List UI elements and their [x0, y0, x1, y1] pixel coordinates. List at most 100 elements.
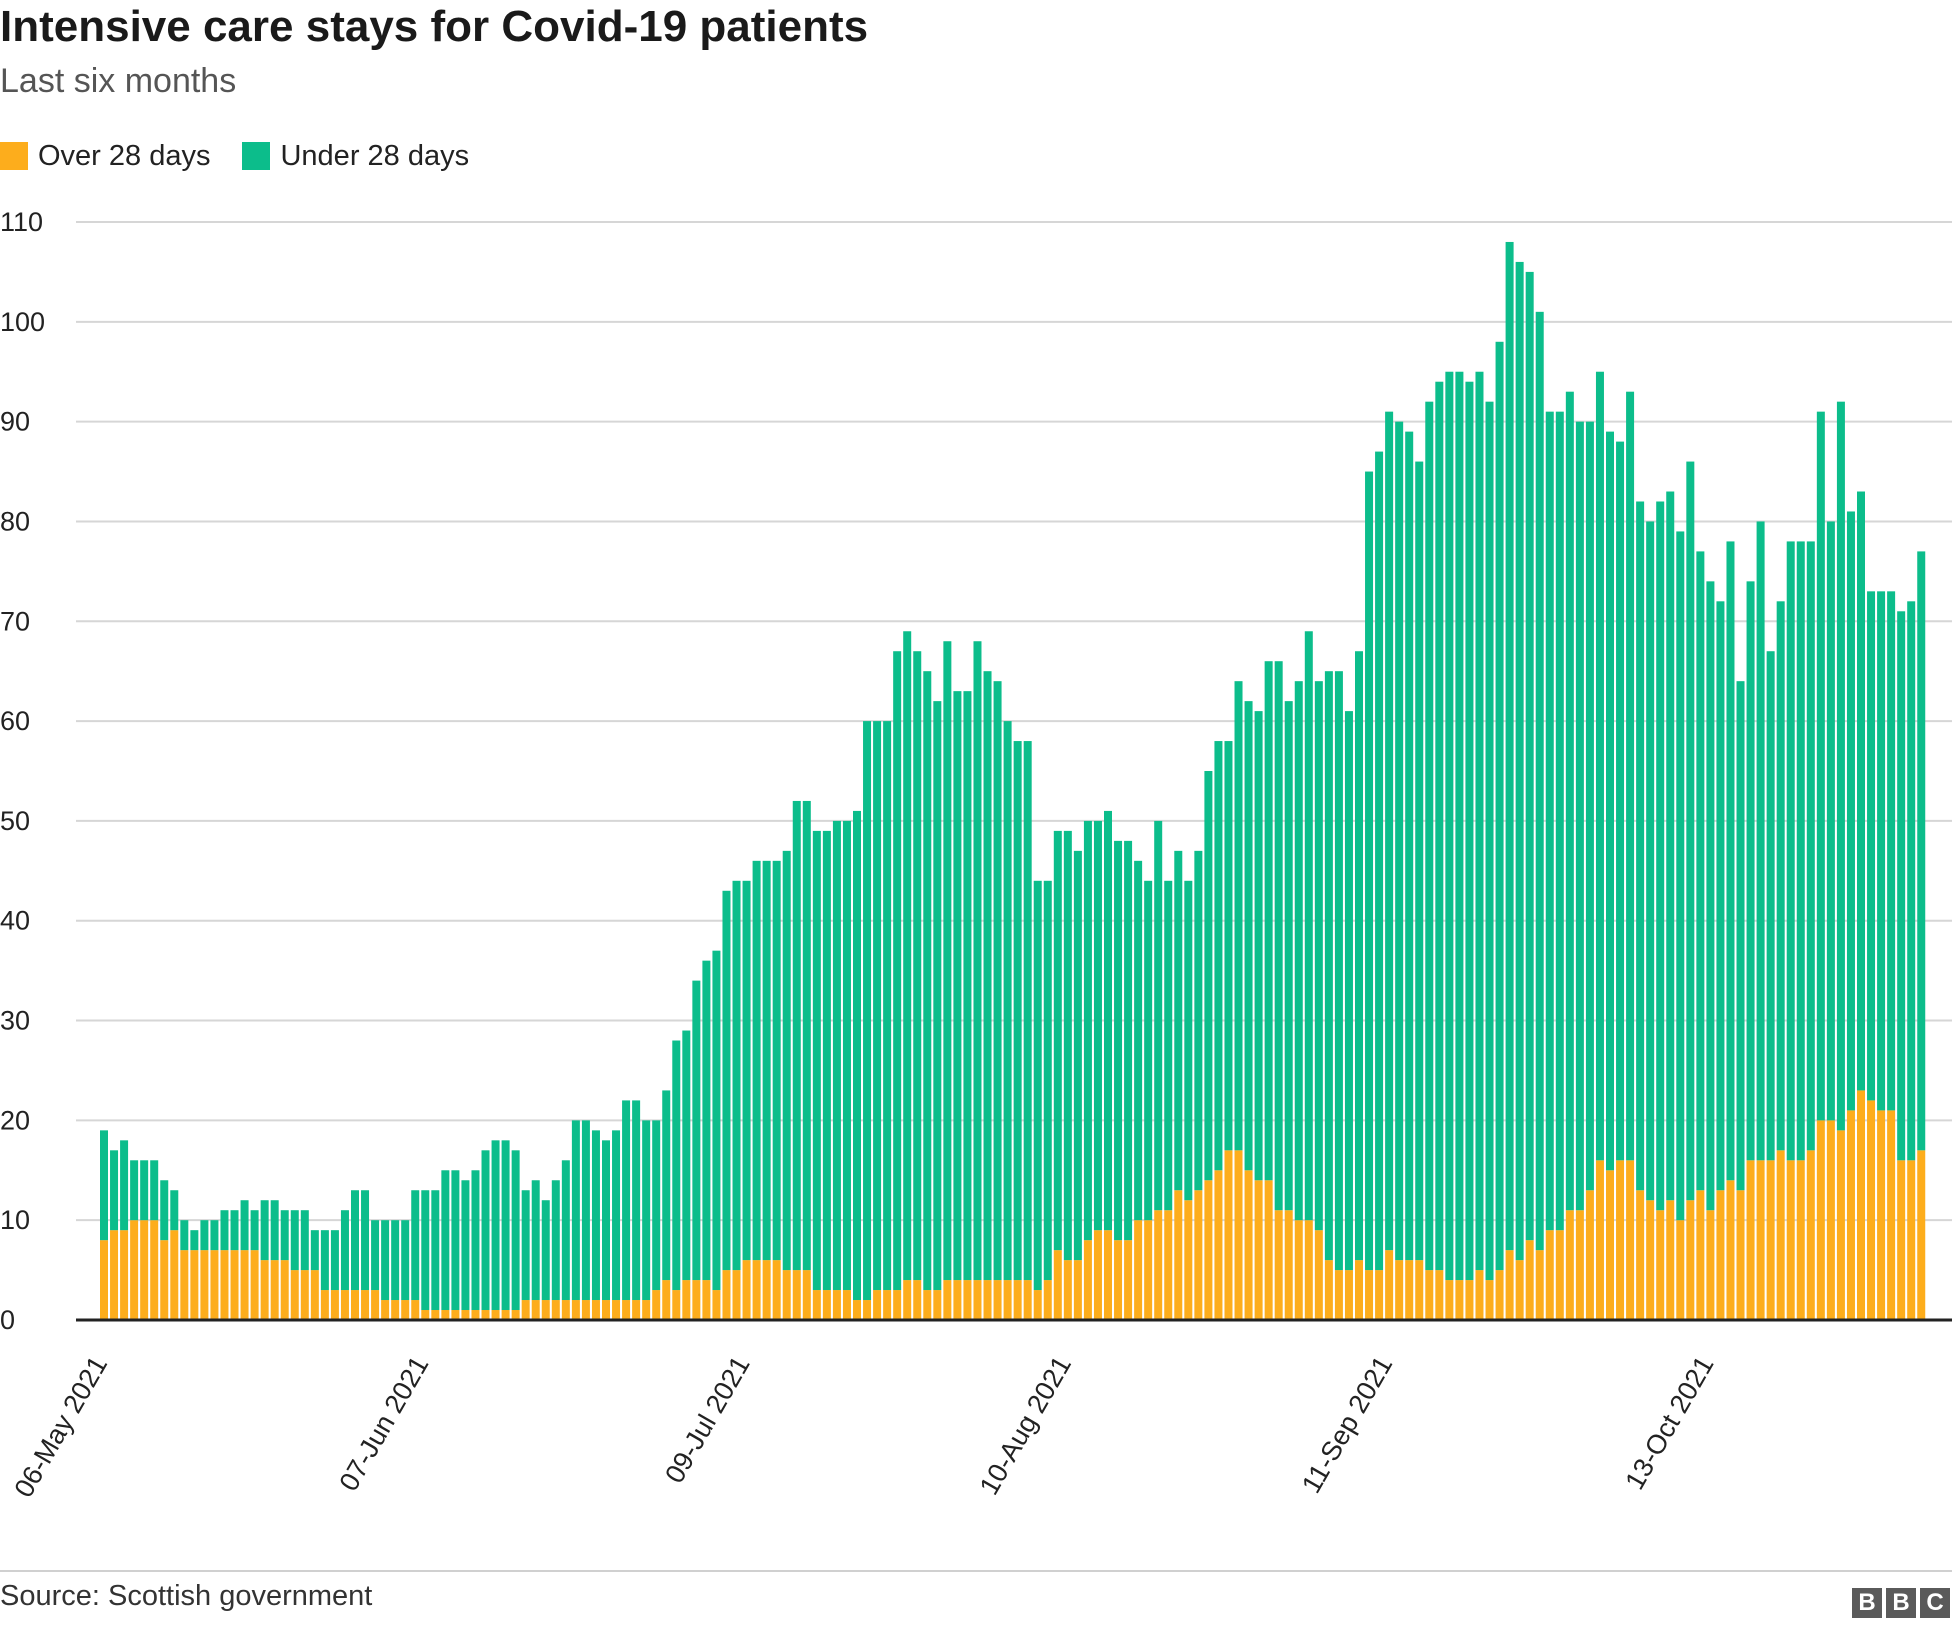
bar-under-28 — [1505, 241, 1514, 1251]
bar-under-28 — [1656, 501, 1665, 1211]
bar-under-28 — [642, 1120, 651, 1301]
y-tick-label: 90 — [0, 407, 30, 437]
bar-under-28 — [1806, 541, 1815, 1151]
bar-under-28 — [1344, 711, 1353, 1271]
bar-under-28 — [1475, 371, 1484, 1271]
legend-label-under-28: Under 28 days — [280, 139, 470, 172]
bar-under-28 — [1134, 860, 1143, 1221]
y-tick-label: 50 — [0, 806, 30, 836]
bar-over-28 — [602, 1300, 610, 1320]
bar-over-28 — [210, 1250, 219, 1320]
bar-over-28 — [903, 1280, 912, 1320]
bar-over-28 — [1184, 1200, 1193, 1320]
bar-over-28 — [1756, 1160, 1765, 1320]
bar-under-28 — [692, 980, 701, 1281]
bar-under-28 — [431, 1190, 440, 1311]
bbc-logo: B B C — [1852, 1588, 1950, 1618]
bar-under-28 — [1636, 501, 1645, 1191]
bar-over-28 — [1445, 1280, 1454, 1320]
bar-over-28 — [1696, 1190, 1705, 1320]
bar-over-28 — [652, 1290, 661, 1320]
bar-under-28 — [1796, 541, 1805, 1161]
bar-over-28 — [1435, 1270, 1444, 1320]
bar-under-28 — [1043, 880, 1052, 1281]
bar-over-28 — [923, 1290, 932, 1320]
y-tick-label: 110 — [0, 207, 43, 237]
bar-over-28 — [702, 1280, 711, 1320]
bar-over-28 — [531, 1300, 540, 1320]
bar-under-28 — [1626, 391, 1635, 1161]
bar-under-28 — [290, 1210, 299, 1271]
x-tick-label: 13-Oct 2021 — [1619, 1351, 1719, 1495]
bar-over-28 — [110, 1230, 119, 1320]
bar-over-28 — [1736, 1190, 1745, 1320]
bar-under-28 — [220, 1210, 229, 1251]
bar-over-28 — [1726, 1180, 1735, 1320]
bar-over-28 — [1857, 1090, 1865, 1320]
bar-over-28 — [1144, 1220, 1153, 1320]
bar-under-28 — [893, 651, 902, 1291]
bar-over-28 — [1455, 1280, 1464, 1320]
bar-over-28 — [1083, 1240, 1092, 1320]
bbc-logo-b1: B — [1852, 1588, 1882, 1618]
bar-over-28 — [561, 1300, 570, 1320]
bar-under-28 — [1606, 431, 1614, 1171]
bar-under-28 — [1244, 701, 1253, 1171]
footer-divider — [0, 1570, 1952, 1572]
y-tick-label: 0 — [0, 1305, 15, 1335]
bar-under-28 — [1395, 421, 1404, 1261]
bar-under-28 — [140, 1160, 149, 1221]
bar-under-28 — [1485, 401, 1494, 1281]
bar-over-28 — [250, 1250, 259, 1320]
bar-over-28 — [240, 1250, 249, 1320]
bar-under-28 — [361, 1190, 370, 1291]
x-tick-label: 07-Jun 2021 — [333, 1351, 434, 1496]
bar-over-28 — [1425, 1270, 1434, 1320]
bar-under-28 — [581, 1120, 590, 1301]
bar-over-28 — [1616, 1160, 1625, 1320]
bar-over-28 — [642, 1300, 651, 1320]
bar-under-28 — [1857, 491, 1865, 1091]
bar-under-28 — [913, 651, 922, 1281]
bar-under-28 — [280, 1210, 289, 1261]
bar-over-28 — [1415, 1260, 1424, 1320]
bar-over-28 — [1535, 1250, 1544, 1320]
bar-over-28 — [1495, 1270, 1504, 1320]
bar-over-28 — [100, 1240, 108, 1320]
bar-over-28 — [491, 1310, 500, 1320]
bar-under-28 — [1756, 521, 1765, 1161]
bar-over-28 — [732, 1270, 741, 1320]
bar-under-28 — [320, 1230, 329, 1291]
bar-under-28 — [1766, 651, 1775, 1161]
legend-item-over-28: Over 28 days — [0, 140, 210, 173]
bar-under-28 — [1063, 830, 1072, 1261]
bar-over-28 — [300, 1270, 309, 1320]
bar-under-28 — [752, 860, 761, 1261]
bar-under-28 — [1465, 381, 1474, 1281]
bar-over-28 — [1545, 1230, 1554, 1320]
bar-over-28 — [1676, 1220, 1685, 1320]
bar-over-28 — [1565, 1210, 1574, 1320]
bar-under-28 — [923, 671, 932, 1291]
bar-under-28 — [300, 1210, 309, 1271]
bar-over-28 — [591, 1300, 600, 1320]
bar-under-28 — [1846, 511, 1855, 1111]
bar-over-28 — [1887, 1110, 1896, 1320]
y-tick-label: 30 — [0, 1006, 30, 1036]
bar-under-28 — [1274, 661, 1283, 1211]
bar-under-28 — [1816, 411, 1825, 1121]
bar-under-28 — [1104, 810, 1112, 1231]
x-tick-label: 11-Sep 2021 — [1296, 1351, 1398, 1498]
bar-under-28 — [1826, 521, 1835, 1121]
bar-over-28 — [1204, 1180, 1213, 1320]
bar-under-28 — [772, 860, 781, 1261]
bar-over-28 — [1595, 1160, 1604, 1320]
bar-under-28 — [330, 1230, 339, 1291]
bar-over-28 — [120, 1230, 129, 1320]
bar-under-28 — [1053, 830, 1062, 1251]
bar-over-28 — [622, 1300, 631, 1320]
bar-over-28 — [1114, 1240, 1123, 1320]
bar-over-28 — [662, 1280, 671, 1320]
bar-under-28 — [1716, 601, 1725, 1191]
bar-under-28 — [792, 800, 801, 1271]
